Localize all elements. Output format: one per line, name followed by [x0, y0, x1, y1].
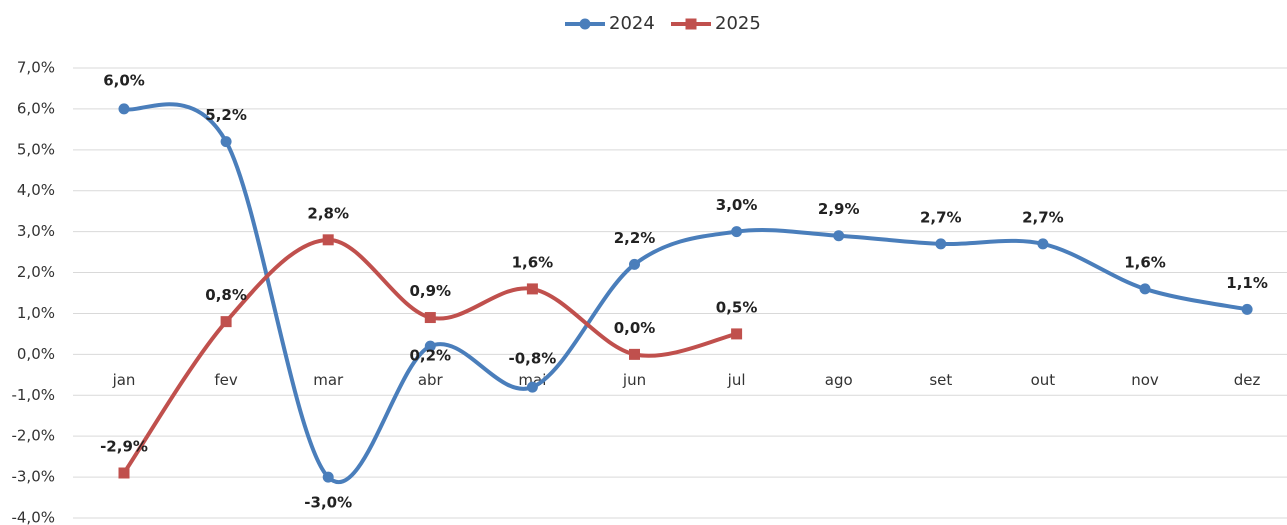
x-tick-label: jun: [622, 371, 646, 389]
data-label: -2,9%: [100, 438, 148, 456]
data-label: 2,2%: [614, 229, 656, 247]
marker: [1139, 283, 1151, 295]
x-tick-label: abr: [418, 371, 444, 389]
marker: [118, 467, 130, 479]
y-tick-label: 1,0%: [17, 304, 55, 322]
marker: [629, 258, 640, 270]
x-tick-label: out: [1031, 371, 1056, 389]
y-tick-label: -1,0%: [11, 386, 55, 404]
marker: [629, 348, 640, 360]
legend-marker: [685, 18, 697, 30]
series: 6,0% 5,2% -3,0% 0,2% -0,8% 2,2% 3,0% 2,9% 2,7% 2,…: [103, 71, 1268, 511]
y-tick-label: 5,0%: [17, 140, 55, 158]
legend-label: 2025: [715, 13, 761, 34]
y-tick-label: 4,0%: [17, 181, 55, 199]
x-tick-label: mar: [313, 371, 344, 389]
x-tick-label: fev: [214, 371, 238, 389]
data-label: 6,0%: [103, 71, 145, 89]
data-label: 5,2%: [205, 106, 247, 124]
data-label: 2,9%: [818, 200, 860, 218]
y-tick-label: 2,0%: [17, 263, 55, 281]
marker: [1037, 238, 1049, 250]
data-label: -0,8%: [508, 350, 556, 368]
y-tick-label: 3,0%: [17, 222, 55, 240]
legend-marker: [579, 18, 591, 30]
marker: [322, 471, 334, 483]
legend-label: 2024: [609, 13, 655, 34]
data-label: -3,0%: [304, 494, 352, 512]
marker: [118, 103, 130, 115]
data-label: 2,8%: [307, 204, 349, 222]
x-tick-label: ago: [825, 371, 853, 389]
data-label: 1,6%: [1124, 253, 1166, 271]
marker: [1241, 303, 1253, 315]
y-tick-label: -2,0%: [11, 427, 55, 445]
y-tick-label: -3,0%: [11, 468, 55, 486]
x-tick-label: jul: [727, 371, 746, 389]
y-tick-label: 6,0%: [17, 99, 55, 117]
marker: [731, 226, 743, 238]
marker: [526, 381, 538, 393]
marker: [526, 283, 538, 295]
marker: [424, 340, 436, 352]
marker: [220, 136, 232, 148]
data-label: 0,2%: [409, 347, 451, 365]
marker: [731, 328, 743, 340]
y-tick-label: -4,0%: [11, 509, 55, 525]
series: -2,9% 0,8% 2,8% 0,9% 1,6% 0,0% 0,5%: [100, 204, 758, 479]
data-label: 2,7%: [1022, 208, 1064, 226]
data-label: 1,1%: [1226, 274, 1268, 292]
data-label: 1,6%: [512, 253, 554, 271]
marker: [220, 316, 232, 328]
y-tick-label: 7,0%: [17, 59, 55, 77]
marker: [424, 312, 436, 324]
marker: [322, 234, 334, 246]
marker: [935, 238, 947, 250]
data-label: 2,7%: [920, 208, 962, 226]
data-label: 0,8%: [205, 286, 247, 304]
data-label: 0,5%: [716, 298, 758, 316]
data-label: 0,0%: [614, 319, 656, 337]
x-tick-label: dez: [1234, 371, 1261, 389]
y-tick-label: 0,0%: [17, 345, 55, 363]
x-tick-label: set: [929, 371, 952, 389]
x-tick-label: nov: [1131, 371, 1159, 389]
x-tick-label: jan: [112, 371, 136, 389]
marker: [833, 230, 845, 242]
data-label: 3,0%: [716, 196, 758, 214]
data-label: 0,9%: [409, 282, 451, 300]
line: [123, 102, 1248, 484]
